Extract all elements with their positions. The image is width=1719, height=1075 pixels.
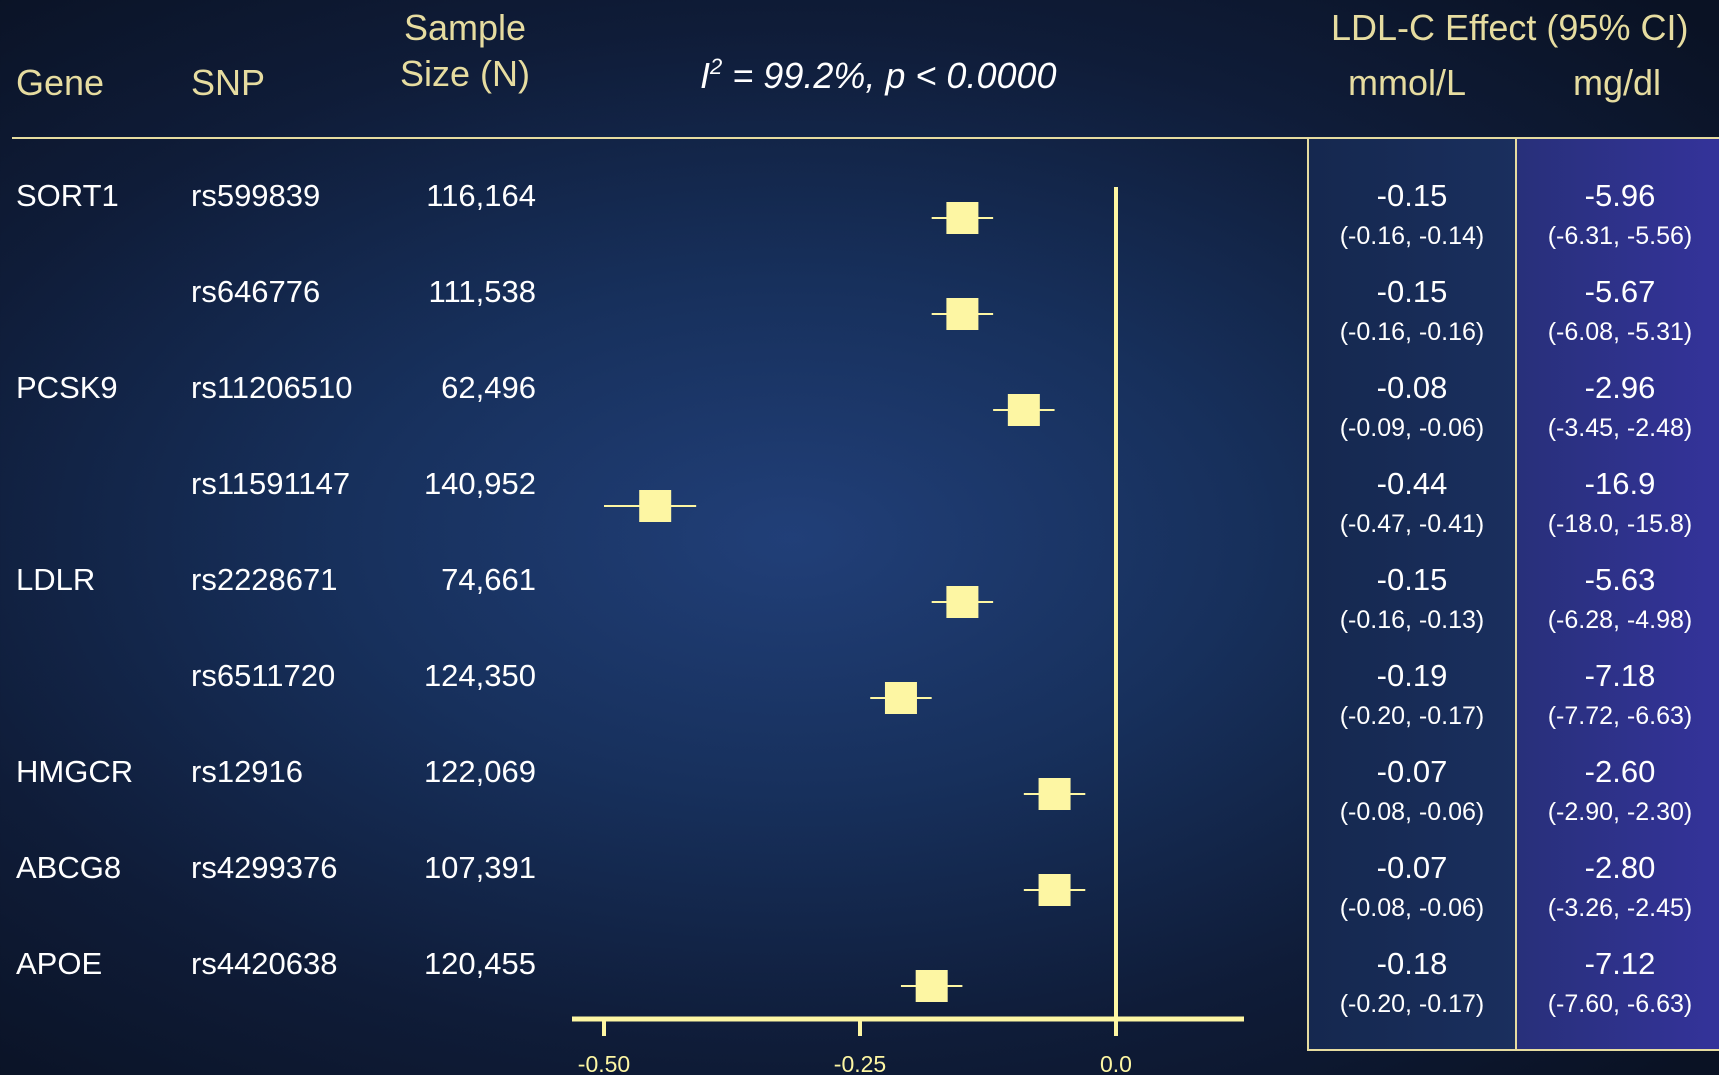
header-unit-mmol: mmol/L xyxy=(1348,62,1467,103)
header-sample-size-line2: Size (N) xyxy=(400,53,531,94)
x-tick-label: -0.50 xyxy=(578,1051,630,1075)
header-effect-title: LDL-C Effect (95% CI) xyxy=(1331,7,1689,48)
mmol-ci: (-0.16, -0.14) xyxy=(1339,222,1485,250)
effect-marker xyxy=(915,970,948,1002)
sample-size-cell: 62,496 xyxy=(441,370,536,405)
effect-marker xyxy=(946,202,979,234)
snp-cell: rs11591147 xyxy=(191,466,351,501)
header-unit-mgdl: mg/dl xyxy=(1573,62,1662,103)
snp-cell: rs4299376 xyxy=(191,850,338,885)
header-gene: Gene xyxy=(16,62,105,103)
sample-size-cell: 120,455 xyxy=(423,946,536,981)
snp-cell: rs646776 xyxy=(191,274,321,309)
x-tick-label: -0.25 xyxy=(834,1051,886,1075)
gene-cell: APOE xyxy=(16,946,103,981)
effect-marker xyxy=(1038,874,1071,906)
mgdl-ci: (-3.26, -2.45) xyxy=(1547,894,1693,922)
effect-marker xyxy=(639,490,672,522)
mmol-estimate: -0.08 xyxy=(1376,370,1448,405)
effect-marker xyxy=(1038,778,1071,810)
snp-cell: rs12916 xyxy=(191,754,304,789)
mgdl-estimate: -5.67 xyxy=(1584,274,1656,309)
gene-cell: SORT1 xyxy=(16,178,119,213)
sample-size-cell: 116,164 xyxy=(426,178,536,213)
mmol-column-panel xyxy=(1307,139,1517,1051)
mmol-ci: (-0.16, -0.13) xyxy=(1339,606,1485,634)
mgdl-estimate: -2.80 xyxy=(1584,850,1656,885)
mmol-ci: (-0.47, -0.41) xyxy=(1339,510,1485,538)
gene-cell: PCSK9 xyxy=(16,370,118,405)
mmol-estimate: -0.19 xyxy=(1376,658,1448,693)
mmol-ci: (-0.20, -0.17) xyxy=(1339,990,1485,1018)
header-sample-size-line1: Sample xyxy=(404,7,527,48)
sample-size-cell: 122,069 xyxy=(423,754,536,789)
mmol-estimate: -0.18 xyxy=(1376,946,1448,981)
snp-cell: rs599839 xyxy=(191,178,321,213)
effect-marker xyxy=(946,298,979,330)
header-divider xyxy=(12,137,1719,139)
mgdl-ci: (-6.31, -5.56) xyxy=(1547,222,1693,250)
mgdl-estimate: -2.60 xyxy=(1584,754,1656,789)
gene-cell: LDLR xyxy=(16,562,96,597)
sample-size-cell: 111,538 xyxy=(428,274,536,309)
mmol-estimate: -0.15 xyxy=(1376,178,1448,213)
sample-size-cell: 140,952 xyxy=(423,466,536,501)
mgdl-estimate: -7.18 xyxy=(1584,658,1656,693)
gene-cell: ABCG8 xyxy=(16,850,122,885)
mgdl-ci: (-3.45, -2.48) xyxy=(1547,414,1693,442)
mgdl-estimate: -5.63 xyxy=(1584,562,1656,597)
effect-marker xyxy=(946,586,979,618)
effect-marker xyxy=(884,682,917,714)
mmol-ci: (-0.08, -0.06) xyxy=(1339,798,1485,826)
mmol-ci: (-0.16, -0.16) xyxy=(1339,318,1485,346)
mmol-estimate: -0.15 xyxy=(1376,274,1448,309)
mgdl-estimate: -7.12 xyxy=(1584,946,1656,981)
mgdl-ci: (-18.0, -15.8) xyxy=(1547,510,1693,538)
snp-cell: rs2228671 xyxy=(191,562,338,597)
mmol-estimate: -0.15 xyxy=(1376,562,1448,597)
mgdl-ci: (-2.90, -2.30) xyxy=(1547,798,1693,826)
mmol-estimate: -0.44 xyxy=(1376,466,1448,501)
snp-cell: rs4420638 xyxy=(191,946,338,981)
header-snp: SNP xyxy=(191,62,266,103)
mgdl-ci: (-6.28, -4.98) xyxy=(1547,606,1693,634)
mgdl-estimate: -16.9 xyxy=(1584,466,1656,501)
effect-marker xyxy=(1007,394,1040,426)
snp-cell: rs11206510 xyxy=(191,370,353,405)
mmol-ci: (-0.08, -0.06) xyxy=(1339,894,1485,922)
gene-cell: HMGCR xyxy=(16,754,134,789)
mgdl-estimate: -5.96 xyxy=(1584,178,1656,213)
sample-size-cell: 74,661 xyxy=(441,562,536,597)
mmol-ci: (-0.20, -0.17) xyxy=(1339,702,1485,730)
mgdl-estimate: -2.96 xyxy=(1584,370,1656,405)
mgdl-ci: (-7.72, -6.63) xyxy=(1547,702,1693,730)
mmol-ci: (-0.09, -0.06) xyxy=(1339,414,1485,442)
snp-cell: rs6511720 xyxy=(191,658,336,693)
mgdl-ci: (-7.60, -6.63) xyxy=(1547,990,1693,1018)
sample-size-cell: 124,350 xyxy=(423,658,536,693)
mgdl-column-panel xyxy=(1515,139,1719,1051)
x-tick-label: 0.0 xyxy=(1100,1051,1132,1075)
mmol-estimate: -0.07 xyxy=(1376,850,1448,885)
mgdl-ci: (-6.08, -5.31) xyxy=(1547,318,1693,346)
sample-size-cell: 107,391 xyxy=(423,850,536,885)
mmol-estimate: -0.07 xyxy=(1376,754,1448,789)
heterogeneity-stat: I2 = 99.2%, p < 0.0000 xyxy=(700,54,1057,96)
